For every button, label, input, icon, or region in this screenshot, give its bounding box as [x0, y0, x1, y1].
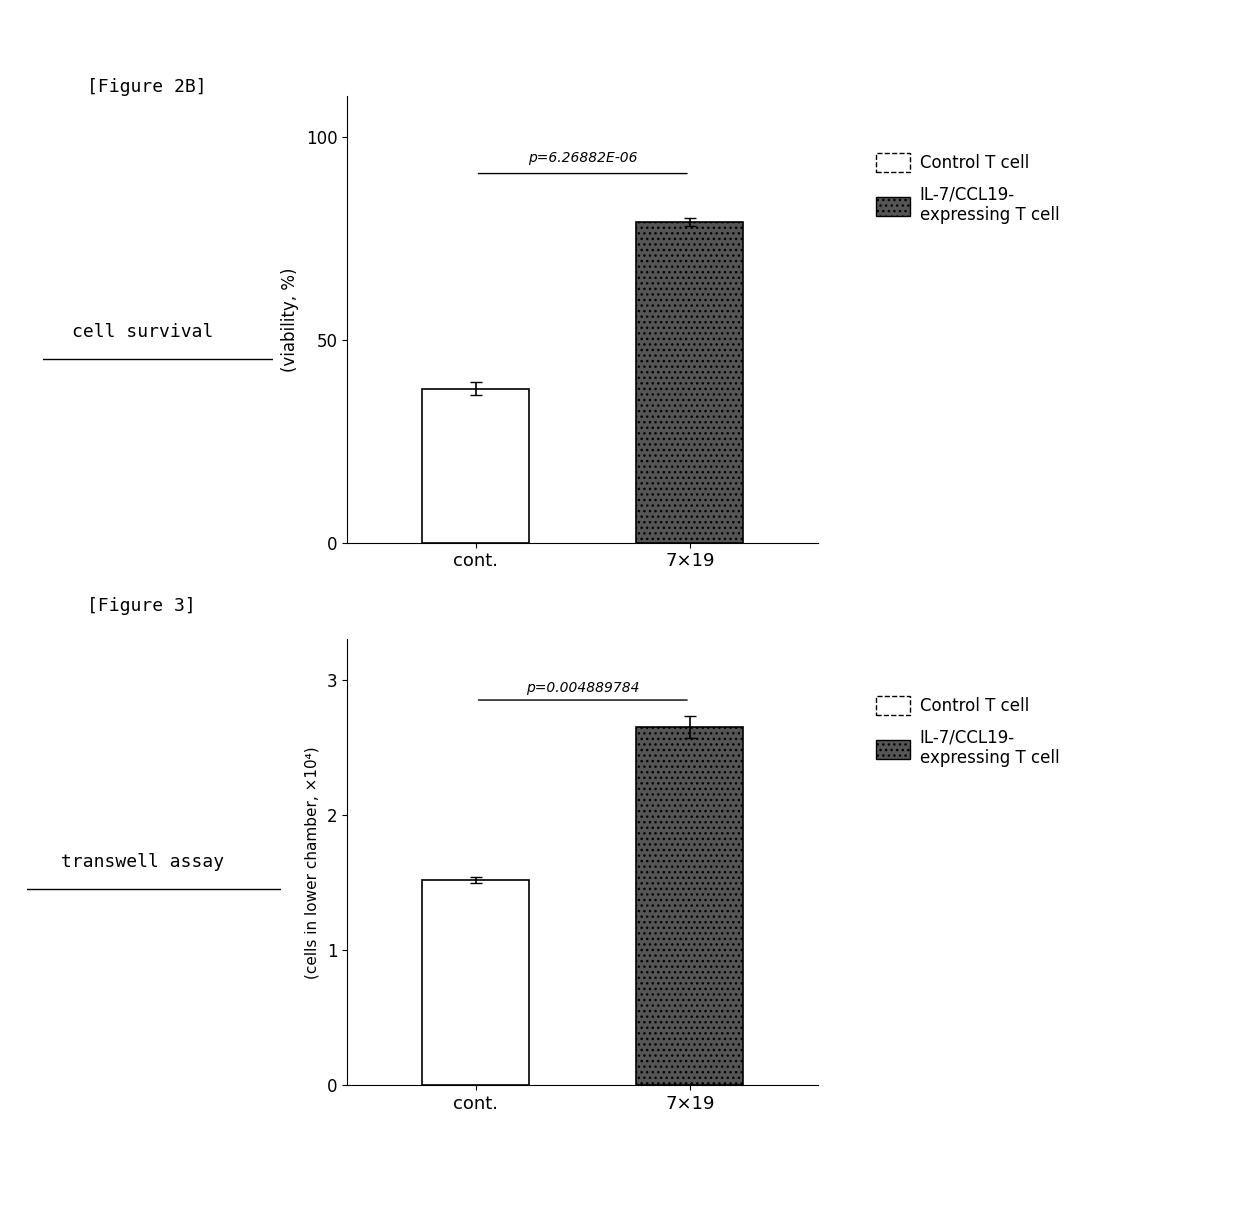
- Bar: [422, 388, 529, 543]
- Text: [Figure 2B]: [Figure 2B]: [87, 78, 206, 96]
- Legend: Control T cell, IL-7/CCL19-
expressing T cell: Control T cell, IL-7/CCL19- expressing T…: [877, 696, 1059, 767]
- Legend: Control T cell, IL-7/CCL19-
expressing T cell: Control T cell, IL-7/CCL19- expressing T…: [877, 153, 1059, 224]
- Text: transwell assay: transwell assay: [61, 854, 224, 871]
- Text: [Figure 3]: [Figure 3]: [87, 597, 196, 615]
- Bar: [636, 222, 744, 543]
- Text: p=6.26882E-06: p=6.26882E-06: [528, 152, 637, 165]
- Text: p=0.004889784: p=0.004889784: [526, 680, 640, 695]
- Text: cell survival: cell survival: [72, 323, 213, 340]
- Y-axis label: (viability, %): (viability, %): [281, 268, 299, 371]
- Bar: [422, 880, 529, 1085]
- Bar: [636, 727, 744, 1085]
- Y-axis label: (cells in lower chamber, ×10⁴): (cells in lower chamber, ×10⁴): [305, 747, 320, 978]
